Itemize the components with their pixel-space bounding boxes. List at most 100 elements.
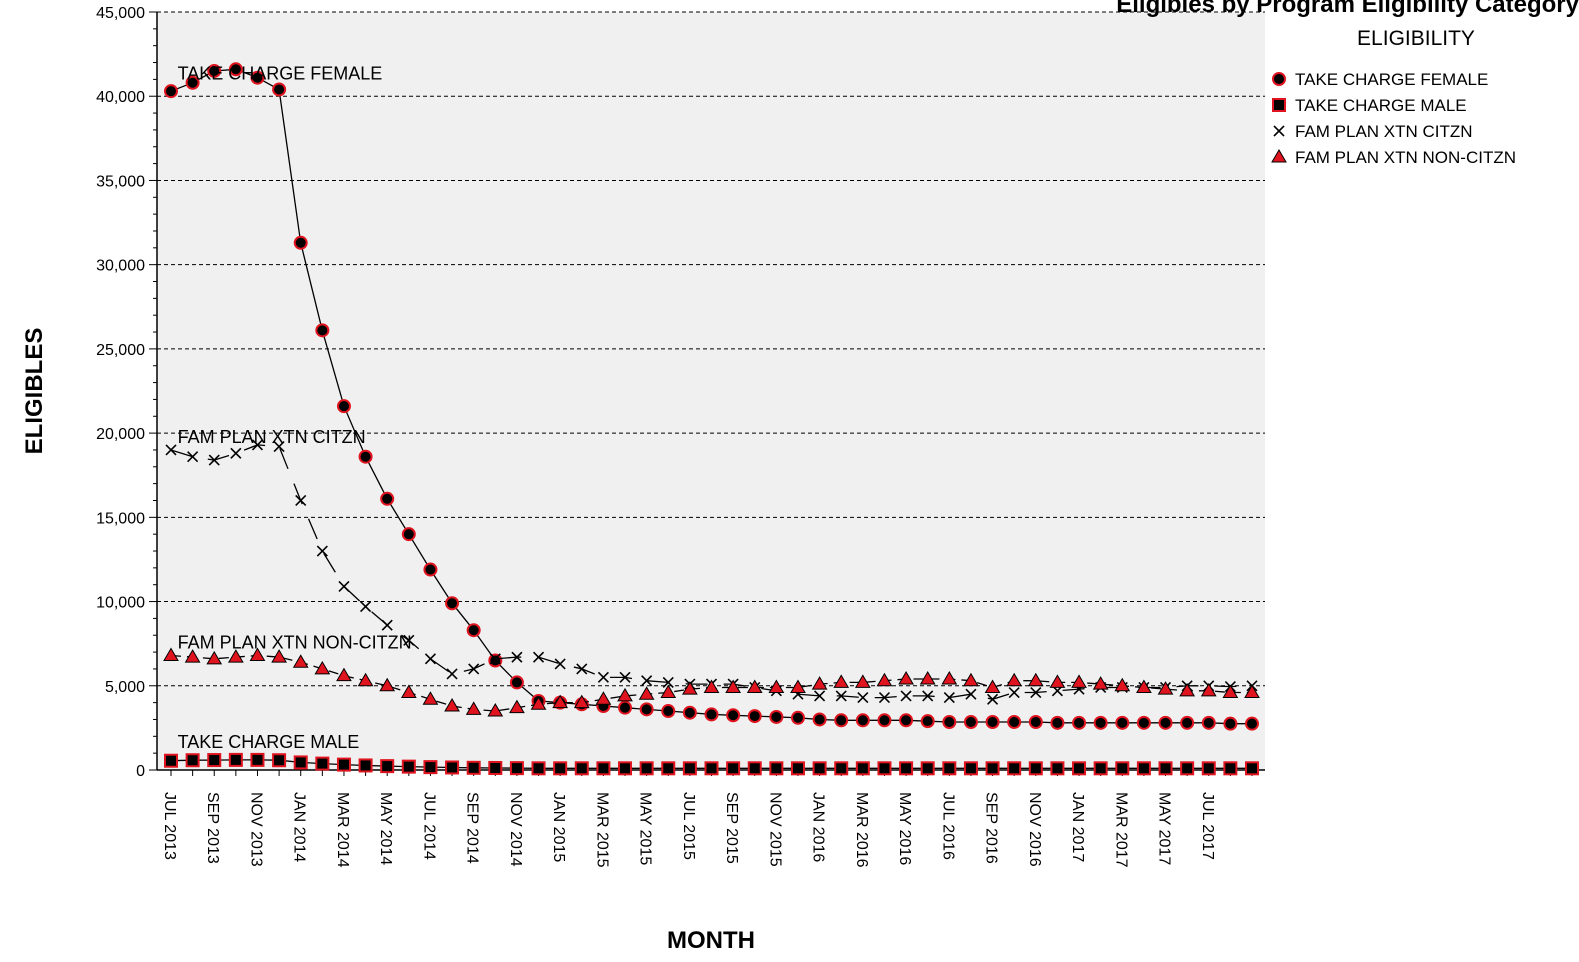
data-point-fam-plan-xtn-citzn-stroke	[641, 675, 653, 687]
data-point-fam-plan-xtn-citzn-stroke	[619, 671, 631, 683]
data-point-take-charge-male	[1136, 761, 1151, 776]
data-point-take-charge-male	[293, 755, 308, 770]
data-point-fam-plan-xtn-non-citzn	[984, 679, 1001, 693]
data-point-fam-plan-xtn-non-citzn	[768, 679, 785, 693]
data-point-take-charge-female	[1093, 715, 1108, 730]
x-tick-label: MAY 2014	[377, 792, 394, 865]
data-point-take-charge-male	[661, 761, 676, 776]
x-tick-label: JAN 2015	[550, 792, 567, 862]
y-tick-label: 25,000	[96, 342, 145, 359]
data-point-fam-plan-xtn-citzn	[187, 451, 199, 463]
data-point-take-charge-male	[185, 753, 200, 768]
data-point-fam-plan-xtn-citzn-stroke	[360, 601, 372, 613]
data-point-fam-plan-xtn-non-citzn	[249, 647, 266, 661]
y-tick-label: 30,000	[96, 258, 145, 275]
data-point-fam-plan-xtn-citzn	[532, 651, 545, 663]
data-point-fam-plan-xtn-citzn	[878, 692, 891, 704]
y-tick-label: 10,000	[96, 595, 145, 612]
data-point-fam-plan-xtn-citzn	[165, 444, 177, 456]
data-point-fam-plan-xtn-citzn-stroke	[900, 690, 912, 702]
y-tick-label: 15,000	[96, 510, 145, 527]
data-point-fam-plan-xtn-citzn	[230, 447, 242, 459]
data-point-fam-plan-xtn-non-citzn	[292, 654, 309, 668]
data-point-take-charge-male	[1245, 761, 1259, 776]
data-point-take-charge-male	[401, 759, 416, 774]
data-point-take-charge-male	[531, 761, 546, 776]
data-point-fam-plan-xtn-non-citzn	[336, 667, 352, 682]
data-point-take-charge-female	[509, 675, 524, 690]
legend-marker-stroke	[1273, 125, 1285, 137]
x-tick-label: JUL 2015	[680, 792, 697, 860]
data-point-take-charge-female	[963, 714, 978, 729]
data-point-fam-plan-xtn-citzn	[619, 671, 631, 683]
data-point-take-charge-male	[747, 761, 762, 776]
data-point-fam-plan-xtn-citzn	[965, 688, 977, 700]
data-point-fam-plan-xtn-non-citzn	[163, 647, 179, 661]
data-point-take-charge-female	[942, 714, 957, 729]
data-point-fam-plan-xtn-citzn-stroke	[230, 447, 242, 459]
data-point-take-charge-female	[488, 653, 503, 668]
data-point-take-charge-male	[1093, 761, 1108, 776]
data-point-take-charge-female	[639, 702, 654, 717]
data-point-take-charge-female	[661, 704, 676, 719]
data-point-fam-plan-xtn-citzn-stroke	[814, 690, 826, 702]
data-point-fam-plan-xtn-non-citzn	[1244, 684, 1260, 699]
data-point-fam-plan-xtn-citzn	[316, 545, 328, 557]
series-labels: TAKE CHARGE FEMALE FAM PLAN XTN CITZN FAM …	[178, 63, 412, 752]
data-point-take-charge-female	[293, 235, 308, 250]
data-point-fam-plan-xtn-non-citzn	[854, 674, 871, 688]
legend-label: FAM PLAN XTN CITZN	[1295, 122, 1473, 141]
data-point-take-charge-male	[272, 753, 287, 768]
x-tick-label: JUL 2016	[939, 792, 956, 860]
data-point-take-charge-female	[315, 323, 330, 338]
data-point-fam-plan-xtn-citzn-stroke	[165, 444, 177, 456]
series-group	[163, 62, 1260, 776]
data-point-fam-plan-xtn-citzn	[403, 634, 415, 646]
data-point-fam-plan-xtn-non-citzn	[682, 681, 698, 695]
data-point-take-charge-male	[855, 761, 870, 776]
data-point-fam-plan-xtn-citzn-stroke	[857, 692, 869, 704]
data-point-fam-plan-xtn-citzn-stroke	[187, 451, 199, 463]
data-point-fam-plan-xtn-citzn	[1008, 686, 1020, 699]
data-point-take-charge-male	[207, 753, 222, 768]
series-label: FAM PLAN XTN CITZN	[178, 427, 366, 447]
data-point-fam-plan-xtn-non-citzn	[314, 660, 331, 675]
data-point-fam-plan-xtn-citzn	[1030, 686, 1042, 699]
data-point-take-charge-female	[1201, 715, 1216, 730]
data-point-take-charge-male	[834, 761, 849, 776]
data-point-fam-plan-xtn-citzn	[943, 692, 955, 704]
y-tick-label: 35,000	[96, 173, 145, 190]
data-point-fam-plan-xtn-citzn-stroke	[511, 651, 523, 663]
data-point-fam-plan-xtn-non-citzn	[400, 684, 417, 699]
series-take-charge-female	[164, 62, 1259, 731]
data-point-fam-plan-xtn-non-citzn	[1006, 672, 1023, 687]
data-point-fam-plan-xtn-citzn-stroke	[424, 653, 437, 665]
data-point-fam-plan-xtn-non-citzn	[1200, 682, 1217, 697]
data-point-take-charge-female	[1072, 715, 1087, 730]
data-point-take-charge-male	[899, 761, 914, 776]
data-point-fam-plan-xtn-citzn-stroke	[922, 690, 934, 702]
data-point-fam-plan-xtn-citzn-stroke	[316, 545, 328, 557]
data-point-fam-plan-xtn-citzn	[273, 441, 285, 453]
series-label: FAM PLAN XTN NON-CITZN	[178, 633, 412, 653]
x-tick-label: JUL 2014	[420, 792, 437, 860]
data-point-fam-plan-xtn-non-citzn	[1071, 674, 1087, 688]
data-point-fam-plan-xtn-citzn	[381, 619, 393, 631]
data-point-take-charge-female	[250, 70, 265, 85]
data-point-take-charge-female	[185, 75, 200, 90]
data-point-take-charge-female	[228, 62, 243, 77]
data-point-take-charge-male	[1028, 761, 1043, 776]
data-point-fam-plan-xtn-non-citzn	[941, 671, 958, 685]
data-point-take-charge-male	[682, 761, 697, 776]
x-tick-label: MAR 2014	[334, 792, 351, 868]
data-point-fam-plan-xtn-citzn-stroke	[943, 692, 955, 704]
data-point-fam-plan-xtn-non-citzn	[465, 701, 482, 715]
data-point-fam-plan-xtn-citzn-stroke	[1030, 686, 1042, 699]
data-point-fam-plan-xtn-citzn	[986, 693, 999, 705]
x-axis-title: MONTH	[667, 927, 755, 954]
data-point-take-charge-male	[963, 761, 978, 776]
data-point-take-charge-female	[899, 713, 914, 728]
data-point-take-charge-female	[445, 596, 460, 611]
legend-marker	[1272, 98, 1286, 112]
data-point-take-charge-male	[1180, 761, 1195, 776]
